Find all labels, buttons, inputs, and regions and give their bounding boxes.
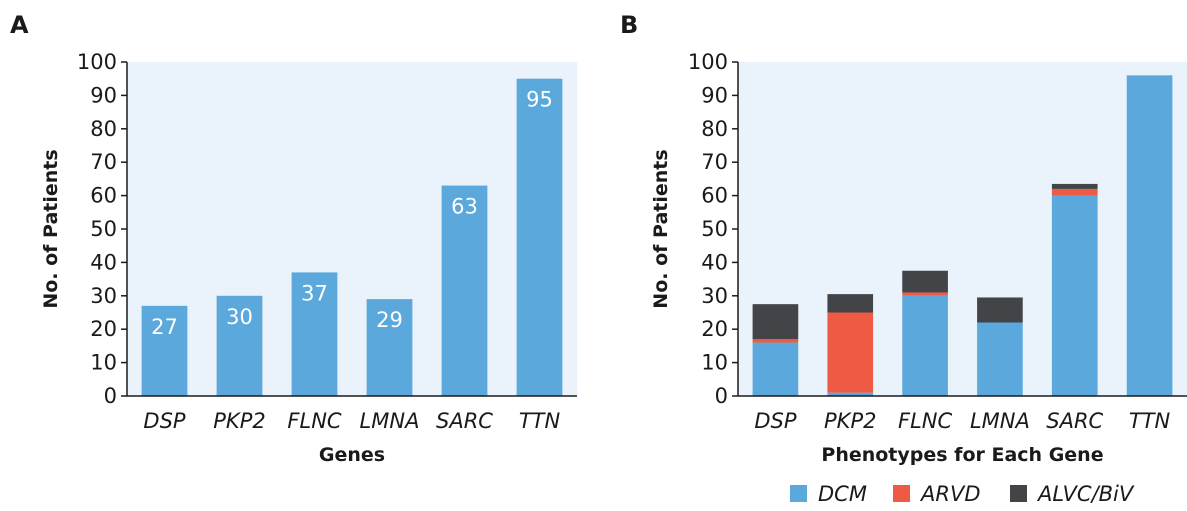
legend-label-dcm: DCM xyxy=(818,482,867,506)
panel-a-data-label-ttn: 95 xyxy=(526,88,553,112)
panel-b-x-tick-sarc: SARC xyxy=(1046,409,1103,433)
legend-label-alvc-biv: ALVC/BiV xyxy=(1036,482,1135,506)
legend-label-arvd: ARVD xyxy=(919,482,981,506)
legend-swatch-alvc-biv xyxy=(1010,485,1027,502)
panel-b: B DSP PKP2 FLNC LMNA SARC TTN 0 10 20 30 40 50 60 70 8… xyxy=(620,11,1187,466)
panel-a-bar-dsp xyxy=(141,305,188,396)
panel-a-data-label-dsp: 27 xyxy=(151,315,178,339)
panel-b-bar-flnc-alvc-biv xyxy=(902,270,948,293)
panel-a-y-tick-label: 40 xyxy=(90,250,117,274)
panel-b-y-axis-title: No. of Patients xyxy=(650,149,672,308)
panel-b-plot-area xyxy=(738,62,1187,396)
panel-a-bar-flnc xyxy=(291,272,338,396)
panel-b-bar-dsp-dcm xyxy=(752,342,799,396)
panel-a-data-label-sarc: 63 xyxy=(451,195,478,219)
panel-b-bar-sarc-dcm xyxy=(1051,195,1098,396)
panel-a-x-tick-lmna: LMNA xyxy=(360,409,420,433)
legend-swatch-arvd xyxy=(893,485,910,502)
panel-a-y-tick-label: 20 xyxy=(90,317,117,341)
legend-swatch-dcm xyxy=(790,485,807,502)
panel-b-y-tick-label: 10 xyxy=(701,351,728,375)
panel-a-y-tick-label: 10 xyxy=(90,351,117,375)
panel-a-data-label-flnc: 37 xyxy=(301,281,328,305)
panel-b-y-tick-label: 80 xyxy=(701,117,728,141)
panel-a-y-tick-label: 60 xyxy=(90,184,117,208)
panel-a-y-tick-label: 0 xyxy=(104,384,117,408)
panel-b-bar-flnc-arvd xyxy=(902,292,948,296)
panel-a-y-tick-label: 90 xyxy=(90,83,117,107)
panel-a-x-tick-flnc: FLNC xyxy=(287,409,341,433)
panel-a-y-tick-label: 100 xyxy=(77,50,117,74)
panel-a-bar-sarc xyxy=(441,185,488,396)
legend: DCM ARVD ALVC/BiV xyxy=(790,482,1135,506)
panel-b-bar-pkp2-arvd xyxy=(827,312,874,393)
panel-a-y-tick-label: 80 xyxy=(90,117,117,141)
panel-b-y-tick-label: 0 xyxy=(715,384,728,408)
panel-a-y-tick-label: 70 xyxy=(90,150,117,174)
panel-b-x-tick-pkp2: PKP2 xyxy=(824,409,876,433)
panel-b-y-tick-label: 40 xyxy=(701,250,728,274)
panel-b-bar-lmna-alvc-biv xyxy=(977,297,1023,323)
panel-a-y-tick-label: 30 xyxy=(90,284,117,308)
panel-b-label: B xyxy=(620,11,638,39)
panel-a-plot-area xyxy=(127,62,577,396)
panel-b-x-axis-title: Phenotypes for Each Gene xyxy=(821,444,1103,466)
panel-b-bar-lmna-dcm xyxy=(977,322,1023,396)
panel-b-y-tick-label: 60 xyxy=(701,184,728,208)
panel-a-bar-pkp2 xyxy=(216,295,263,396)
panel-a-bar-ttn xyxy=(516,78,563,396)
panel-b-bar-flnc-dcm xyxy=(902,295,948,396)
panel-a-x-axis-title: Genes xyxy=(319,444,385,466)
panel-b-x-tick-dsp: DSP xyxy=(754,409,797,433)
panel-b-x-tick-lmna: LMNA xyxy=(970,409,1030,433)
panel-a-x-tick-pkp2: PKP2 xyxy=(213,409,265,433)
panel-b-bar-dsp-arvd xyxy=(752,339,799,343)
panel-a-x-tick-dsp: DSP xyxy=(143,409,186,433)
panel-a-y-axis-title: No. of Patients xyxy=(40,149,62,308)
panel-a: A 27 30 37 29 63 95 DSP PKP2 FLNC LMNA SARC TTN 0 10… xyxy=(10,11,577,466)
panel-b-bar-sarc-arvd xyxy=(1051,188,1098,196)
panel-a-data-label-pkp2: 30 xyxy=(226,305,253,329)
panel-b-y-tick-label: 20 xyxy=(701,317,728,341)
panel-b-bar-pkp2-alvc-biv xyxy=(827,294,874,313)
panel-a-data-label-lmna: 29 xyxy=(376,308,403,332)
panel-b-y-tick-label: 100 xyxy=(688,50,728,74)
panel-b-y-tick-label: 90 xyxy=(701,83,728,107)
panel-a-label: A xyxy=(10,11,29,39)
panel-a-y-tick-label: 50 xyxy=(90,217,117,241)
panel-b-bar-sarc-alvc-biv xyxy=(1051,183,1098,189)
panel-b-y-tick-label: 50 xyxy=(701,217,728,241)
panel-b-y-tick-label: 70 xyxy=(701,150,728,174)
panel-a-x-tick-sarc: SARC xyxy=(436,409,493,433)
panel-a-bar-lmna xyxy=(366,299,413,396)
panel-b-x-tick-ttn: TTN xyxy=(1129,409,1171,433)
panel-b-bar-pkp2-dcm xyxy=(827,392,874,396)
panel-a-x-tick-ttn: TTN xyxy=(519,409,561,433)
panel-b-bar-ttn-dcm xyxy=(1126,75,1173,397)
panel-b-x-tick-flnc: FLNC xyxy=(898,409,952,433)
panel-b-bar-dsp-alvc-biv xyxy=(752,304,799,340)
panel-b-y-tick-label: 30 xyxy=(701,284,728,308)
